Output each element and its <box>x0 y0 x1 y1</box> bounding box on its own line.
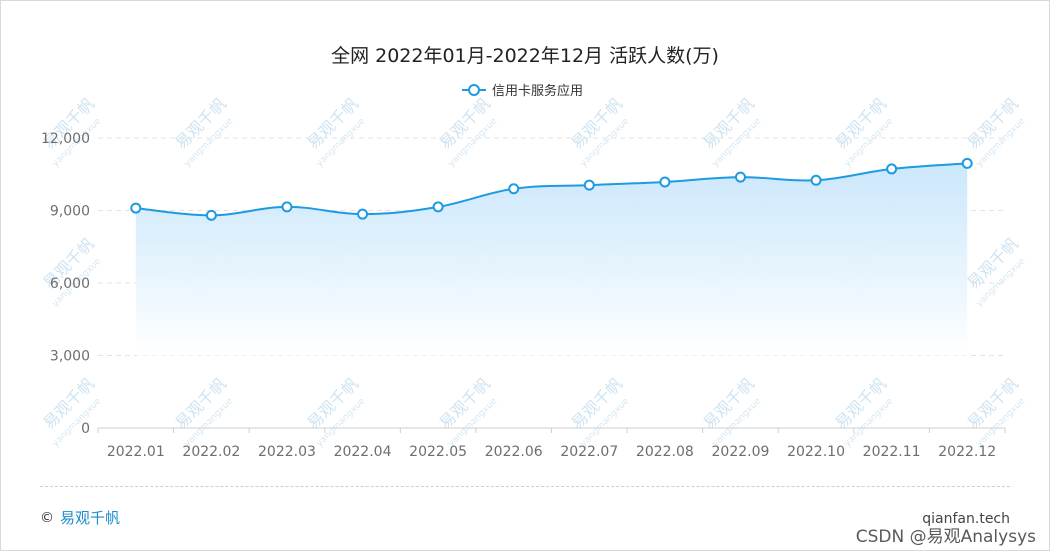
line-layer <box>135 162 968 217</box>
x-tick-label: 2022.07 <box>560 444 618 460</box>
x-tick-label: 2022.10 <box>787 444 845 460</box>
points-layer <box>130 157 973 221</box>
legend-label: 信用卡服务应用 <box>492 83 583 99</box>
x-tick-label: 2022.09 <box>712 444 770 460</box>
chart-title: 全网 2022年01月-2022年12月 活跃人数(万) <box>331 45 719 67</box>
y-tick-label: 3,000 <box>50 349 90 365</box>
y-tick-label: 12,000 <box>41 131 90 147</box>
footer-brand: © 易观千帆 <box>40 507 120 528</box>
footer-brand-name: 易观千帆 <box>60 509 121 527</box>
data-point[interactable] <box>508 183 520 195</box>
footer-site: qianfan.tech <box>922 511 1010 527</box>
data-point[interactable] <box>886 163 898 175</box>
y-tick-label: 9,000 <box>50 204 90 220</box>
copyright-symbol: © <box>40 509 54 526</box>
axis-layer: 12,000 9,000 6,000 3,000 0 2022.01 2022.02 2022… <box>41 131 1006 460</box>
data-point[interactable] <box>810 174 822 186</box>
data-point[interactable] <box>961 157 973 169</box>
x-tick-label: 2022.06 <box>485 444 543 460</box>
y-tick-label: 0 <box>81 421 90 437</box>
data-point[interactable] <box>357 208 369 220</box>
footer-divider <box>40 486 1010 487</box>
x-tick-label: 2022.05 <box>409 444 467 460</box>
data-point[interactable] <box>281 201 293 213</box>
y-tick-label: 6,000 <box>50 276 90 292</box>
x-tick-label: 2022.11 <box>863 444 921 460</box>
data-point[interactable] <box>130 202 142 214</box>
x-tick-label: 2022.03 <box>258 444 316 460</box>
x-tick-label: 2022.01 <box>107 444 165 460</box>
legend-marker-icon <box>468 84 480 96</box>
data-point[interactable] <box>205 209 217 221</box>
data-point[interactable] <box>432 201 444 213</box>
x-tick-label: 2022.08 <box>636 444 694 460</box>
x-tick-label: 2022.12 <box>938 444 996 460</box>
data-point[interactable] <box>659 176 671 188</box>
footer-credit: CSDN @易观Analysys <box>855 527 1036 547</box>
data-point[interactable] <box>734 171 746 183</box>
area-layer <box>135 163 968 356</box>
x-tick-label: 2022.02 <box>182 444 240 460</box>
series-area <box>135 163 968 356</box>
legend[interactable]: 信用卡服务应用 <box>462 83 583 99</box>
x-tick-label: 2022.04 <box>334 444 392 460</box>
series-line <box>135 162 968 217</box>
data-point[interactable] <box>583 179 595 191</box>
